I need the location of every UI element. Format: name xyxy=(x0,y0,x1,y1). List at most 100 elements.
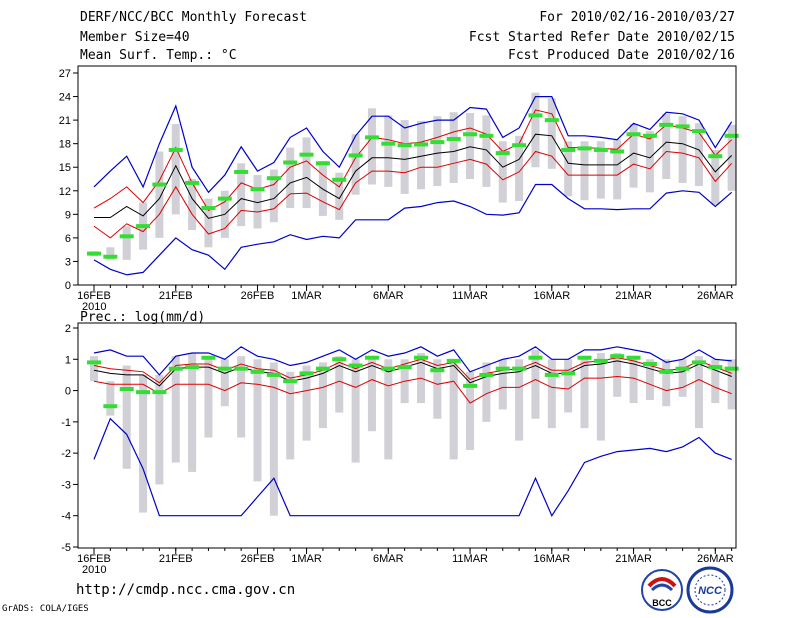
prec-red-lower-line xyxy=(93,375,732,404)
prec-range-bar xyxy=(433,359,442,419)
temp-range-bar xyxy=(367,108,376,185)
prec-range-bar xyxy=(449,359,458,460)
prec-range-bar xyxy=(531,349,540,419)
prec-x-tick-label: 21MAR xyxy=(615,553,652,565)
prec-range-bar xyxy=(269,362,278,516)
temp-red-upper-line xyxy=(93,109,733,212)
prec-x-tick-label: 16MAR xyxy=(533,553,570,565)
prec-range-bar xyxy=(367,356,376,432)
prec-range-bar xyxy=(318,362,327,429)
prec-range-bar xyxy=(204,356,213,438)
prec-range-bar xyxy=(384,359,393,460)
temp-range-bar xyxy=(171,124,180,215)
temp-plot-frame xyxy=(77,65,737,286)
temp-range-bar xyxy=(253,175,262,229)
prec-y-tick-label: -4 xyxy=(61,511,71,523)
temp-year-label: 2010 xyxy=(82,301,106,313)
temp-x-tick-label: 16MAR xyxy=(533,290,570,302)
prec-x-tick-label: 6MAR xyxy=(373,553,404,565)
prec-y-tick-label: 0 xyxy=(65,386,71,398)
prec-range-bar xyxy=(482,362,491,422)
prec-range-bar xyxy=(547,359,556,429)
temp-y-tick-label: 27 xyxy=(59,68,71,80)
bcc-logo: BCC xyxy=(641,569,683,611)
prec-range-bar xyxy=(678,359,687,397)
prec-range-bar xyxy=(498,359,507,410)
temp-range-bar xyxy=(515,135,524,201)
ncc-logo-text: NCC xyxy=(698,585,723,597)
chart-title: DERF/NCC/BCC Monthly Forecast xyxy=(80,10,307,25)
prec-range-bar xyxy=(564,359,573,413)
temp-x-tick-label: 16FEB xyxy=(77,290,111,302)
prec-range-bar xyxy=(106,381,115,416)
source-url[interactable]: http://cmdp.ncc.cma.gov.cn xyxy=(76,582,296,598)
temp-ensemble-mean-line xyxy=(94,133,733,219)
temp-range-bar xyxy=(351,134,360,195)
temp-range-bar xyxy=(547,98,556,169)
temp-range-bar xyxy=(286,147,295,209)
temp-y-tick-label: 9 xyxy=(65,209,71,221)
temp-range-bar xyxy=(106,247,115,260)
prec-range-bar xyxy=(220,359,229,407)
temp-range-bar xyxy=(237,163,246,227)
prec-range-bar xyxy=(727,359,736,410)
prec-x-tick-label: 16FEB xyxy=(77,553,111,565)
temp-range-bar xyxy=(613,139,622,200)
prec-range-bar xyxy=(139,374,148,513)
temp-range-bar xyxy=(580,141,589,201)
temp-range-bar xyxy=(269,169,278,223)
prec-range-bar xyxy=(711,359,720,404)
forecast-produced: Fcst Produced Date 2010/02/16 xyxy=(508,48,735,63)
prec-y-tick-label: 1 xyxy=(65,354,71,366)
temp-y-tick-label: 24 xyxy=(59,92,71,104)
forecast-started: Fcst Started Refer Date 2010/02/15 xyxy=(468,30,735,45)
temp-y-tick-label: 21 xyxy=(59,115,71,127)
prec-range-bar xyxy=(580,359,589,429)
prec-ensemble-mean-line xyxy=(93,360,732,387)
temp-range-bar xyxy=(433,116,442,187)
prec-x-tick-label: 11MAR xyxy=(452,553,488,565)
variable-label: Mean Surf. Temp.: °C xyxy=(80,48,237,63)
prec-blue-max-line xyxy=(93,346,732,376)
temp-range-bar xyxy=(400,120,409,194)
temp-x-tick-label: 6MAR xyxy=(373,290,404,302)
prec-x-tick-label: 26FEB xyxy=(241,553,275,565)
prec-blue-min-line xyxy=(93,417,732,517)
temp-range-bar xyxy=(318,160,327,216)
temp-range-bar xyxy=(596,141,605,199)
temp-x-tick-label: 21MAR xyxy=(615,290,652,302)
temp-x-tick-label: 21FEB xyxy=(159,290,193,302)
prec-range-bar xyxy=(466,371,475,451)
member-size: Member Size=40 xyxy=(80,30,190,45)
prec-range-bar xyxy=(90,356,98,382)
temp-range-bar xyxy=(645,131,654,193)
temp-range-bar xyxy=(384,115,393,187)
temp-red-lower-line xyxy=(93,150,733,239)
ncc-logo: NCC xyxy=(686,566,734,614)
temp-y-tick-label: 6 xyxy=(65,233,71,245)
prec-x-tick-label: 26MAR xyxy=(697,553,734,565)
temp-x-tick-label: 26FEB xyxy=(241,290,275,302)
temp-blue-min-line xyxy=(93,183,733,276)
prec-range-bar xyxy=(613,353,622,397)
temp-range-bar xyxy=(498,141,507,203)
temp-x-tick-label: 1MAR xyxy=(291,290,322,302)
temp-range-bar xyxy=(629,124,638,188)
temp-range-bar xyxy=(531,92,540,168)
prec-x-tick-label: 21FEB xyxy=(159,553,193,565)
prec-y-tick-label: -1 xyxy=(61,417,71,429)
temp-range-bar xyxy=(335,172,344,220)
temp-range-bar xyxy=(482,115,491,187)
temp-range-bar xyxy=(155,151,164,238)
forecast-period: For 2010/02/16-2010/03/27 xyxy=(539,10,735,25)
prec-range-bar xyxy=(171,356,180,463)
temp-range-bar xyxy=(449,112,458,183)
temp-range-bar xyxy=(204,198,213,248)
temp-y-tick-label: 0 xyxy=(65,280,71,292)
temp-range-bar xyxy=(302,137,311,209)
temp-range-bar xyxy=(417,120,425,190)
temp-y-tick-label: 18 xyxy=(59,139,71,151)
temp-y-tick-label: 3 xyxy=(65,256,71,268)
prec-range-bar xyxy=(351,359,360,463)
